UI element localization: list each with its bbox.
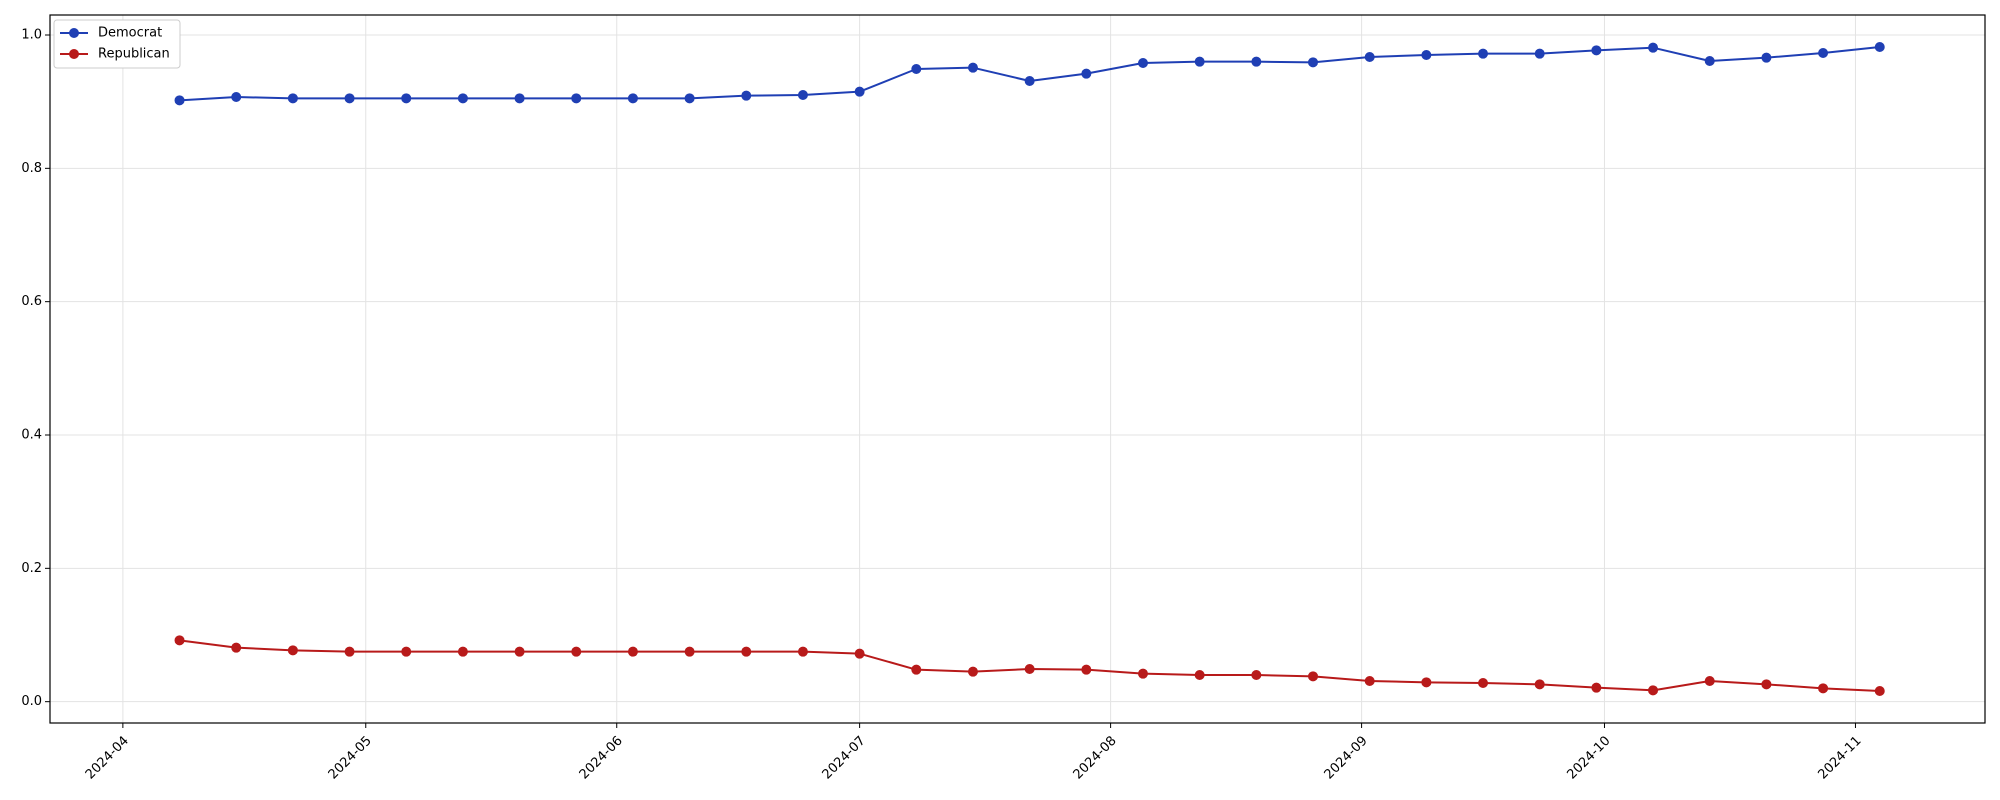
data-point [1874,686,1885,696]
data-point [911,664,922,675]
y-tick-label: 0.6 [21,294,42,309]
data-point [1704,56,1715,66]
data-point [1648,685,1659,696]
data-point [231,92,242,102]
legend: Democrat Republican [53,19,181,69]
plot-area [49,14,1986,724]
axes: 2024-04 2024-05 2024-06 2024-07 2024-08 2024-… [21,28,1864,783]
data-point [1251,670,1262,680]
legend-item-democrat: Democrat [60,26,162,41]
x-tick-label: 2024-08 [1071,733,1120,782]
data-point [1308,671,1319,682]
data-point [344,93,355,104]
legend-label: Republican [98,47,170,62]
x-tick-label: 2024-06 [577,733,626,782]
grid [50,15,1985,723]
y-tick-label: 0.0 [21,694,42,709]
y-tick-label: 0.2 [21,561,42,576]
data-point [231,642,242,653]
data-point [1648,42,1659,53]
data-point [1534,679,1545,690]
series [174,42,1885,696]
data-point [1137,668,1148,679]
data-point [344,646,355,657]
data-point [1478,678,1489,688]
data-point [967,62,978,73]
data-point [287,645,298,656]
x-tick-label: 2024-07 [820,733,869,782]
legend-label: Democrat [98,26,162,41]
data-point [854,86,865,97]
legend-marker [69,49,79,59]
x-tick-label: 2024-05 [326,733,375,782]
data-point [1024,76,1035,86]
y-tick-label: 0.4 [21,428,42,443]
data-point [1364,676,1375,686]
data-point [1818,683,1829,694]
data-point [1874,42,1885,52]
data-point [967,666,978,677]
data-point [684,646,695,657]
data-point [1761,679,1772,690]
legend-item-republican: Republican [60,47,170,62]
series-democrat [174,42,1885,106]
data-point [1251,56,1262,67]
data-point [1364,52,1375,62]
data-point [797,646,808,657]
data-point [741,90,752,101]
data-point [1024,664,1035,674]
data-point [1704,676,1715,686]
data-point [1818,48,1829,58]
data-point [741,646,752,657]
data-point [1421,50,1432,60]
data-point [514,93,525,104]
data-point [1761,52,1772,63]
data-point [514,646,525,657]
legend-marker [69,28,79,38]
data-point [1591,682,1602,693]
x-tick-label: 2024-10 [1565,733,1614,782]
data-point [854,648,865,659]
data-point [1194,56,1205,67]
data-point [1137,58,1148,68]
data-point [797,90,808,100]
data-point [1534,48,1545,59]
data-point [457,646,468,657]
data-point [1421,677,1432,688]
data-point [627,93,638,104]
data-point [401,93,412,104]
y-tick-label: 1.0 [21,28,42,43]
data-point [571,93,582,104]
data-point [287,93,298,104]
series-line [179,46,1880,102]
data-point [174,635,185,646]
x-tick-label: 2024-11 [1815,733,1864,782]
x-tick-label: 2024-04 [83,733,132,782]
data-point [1081,68,1092,79]
data-point [457,93,468,104]
data-point [174,95,185,106]
data-point [1478,48,1489,59]
data-point [401,646,412,657]
data-point [1081,664,1092,675]
data-point [1591,45,1602,56]
data-point [684,93,695,104]
data-point [911,64,922,74]
series-republican [174,635,1885,696]
data-point [1194,670,1205,680]
data-point [627,646,638,657]
data-point [1308,57,1319,68]
y-tick-label: 0.8 [21,161,42,176]
x-tick-label: 2024-09 [1322,733,1371,782]
data-point [571,646,582,657]
